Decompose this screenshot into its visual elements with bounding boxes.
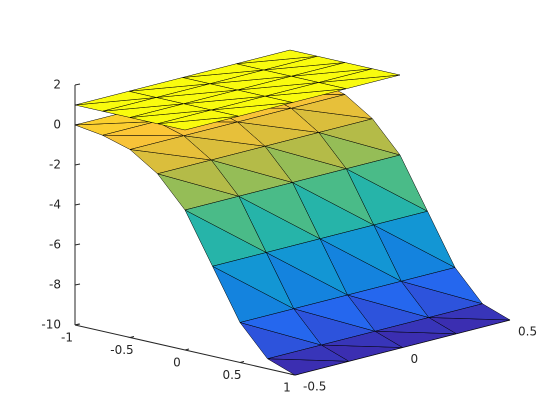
surface-face [317, 118, 401, 156]
surface-face [183, 121, 266, 147]
surface-face [291, 62, 373, 77]
surface-face [263, 55, 346, 71]
z-tick [74, 83, 81, 86]
x-tick-label: 0 [173, 356, 181, 370]
z-tick-label: -8 [49, 278, 61, 292]
surface-face [291, 168, 375, 226]
surface-face [128, 77, 211, 92]
surface-face [211, 252, 295, 310]
surface-face [129, 135, 213, 161]
surface-face [346, 280, 430, 318]
surface-face [211, 95, 293, 111]
y-tick [289, 373, 296, 376]
z-tick [74, 283, 81, 286]
x-tick [184, 348, 190, 351]
z-tick-label: -10 [41, 318, 61, 332]
surface-face [400, 267, 484, 305]
surface-face [74, 90, 157, 106]
surface-face [318, 68, 401, 83]
surface-face [102, 97, 184, 112]
z-tick-label: 0 [53, 118, 61, 132]
surface-face [264, 132, 347, 170]
x-tick-label: 0.5 [222, 368, 241, 382]
surface-face [210, 145, 294, 183]
surface-face [345, 154, 429, 212]
surface-face [321, 330, 403, 348]
surface-face [183, 89, 266, 104]
z-tick-label: -2 [49, 158, 61, 172]
z-tick-label: -6 [49, 238, 61, 252]
surface-face [238, 182, 321, 240]
z-tick [74, 163, 81, 166]
surface-face [292, 294, 376, 332]
surface-face [237, 75, 319, 91]
z-tick [74, 203, 81, 206]
y-tick-label: 0.5 [518, 325, 537, 339]
surface-face [265, 238, 349, 296]
z-tick-label: -4 [49, 198, 61, 212]
y-tick-label: -0.5 [303, 380, 326, 394]
z-tick [74, 243, 81, 246]
surface-face [236, 49, 318, 64]
surface-face [373, 210, 456, 269]
surface-face [428, 303, 511, 321]
x-tick-label: 1 [283, 381, 291, 395]
y-tick-label: 0 [411, 352, 419, 366]
surface-face [319, 224, 402, 282]
x-tick [129, 336, 135, 338]
surface-face [156, 159, 240, 197]
surface-face [184, 195, 267, 254]
surface-face [156, 83, 238, 98]
surface-face [129, 103, 212, 118]
surface-face [267, 358, 349, 376]
x-tick-label: -1 [61, 331, 73, 345]
surface-face [291, 94, 374, 120]
surface-face [237, 107, 320, 133]
surface-face [182, 63, 264, 78]
x-tick-label: -0.5 [110, 343, 133, 357]
surface-face [102, 121, 184, 136]
surface-face [267, 344, 349, 362]
surface-face [239, 308, 322, 346]
surface-face [264, 82, 347, 97]
x-tick [239, 361, 245, 363]
x-tick [74, 323, 80, 326]
surface-face [374, 317, 457, 334]
surface-face [209, 69, 292, 84]
surface-face [157, 109, 239, 124]
z-tick-label: 2 [53, 78, 61, 92]
